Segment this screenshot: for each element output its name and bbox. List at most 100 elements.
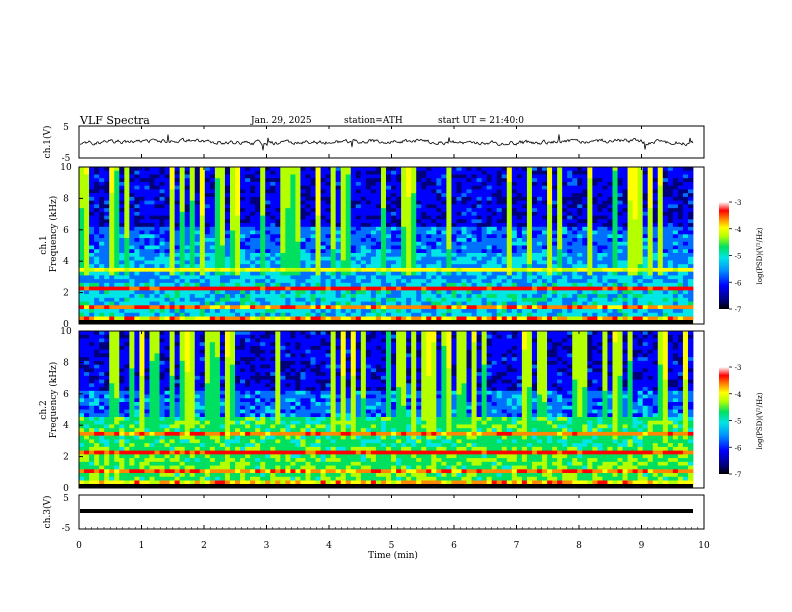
spectrogram-cell — [567, 271, 573, 276]
spectrogram-cell — [672, 196, 679, 202]
spectrogram-cell — [652, 286, 659, 291]
spectrogram-cell — [255, 316, 261, 321]
spectrogram-cell — [164, 170, 170, 175]
spectrogram-cell — [139, 297, 145, 302]
spectrogram-cell — [416, 316, 422, 321]
spectrogram-cell — [169, 211, 176, 216]
spectrogram-cell — [481, 279, 488, 284]
spectrogram-cell — [370, 211, 377, 216]
spectrogram-cell — [235, 208, 241, 213]
spectrogram-cell — [260, 305, 266, 310]
spectrogram-cell — [637, 294, 644, 299]
spectrogram-cell — [229, 204, 236, 209]
spectrogram-cell — [229, 297, 236, 302]
spectrogram-cell — [637, 264, 644, 269]
spectrogram-cell — [501, 204, 508, 209]
spectrogram-cell — [84, 167, 90, 172]
spectrogram-cell — [396, 264, 402, 269]
spectrogram-cell — [632, 234, 639, 239]
spectrogram-cell — [542, 316, 548, 321]
spectrogram-cell — [491, 215, 498, 220]
spectrogram-cell — [224, 178, 231, 183]
spectrogram-cell — [531, 204, 538, 209]
spectrogram-cell — [557, 200, 563, 205]
spectrogram-cell — [481, 185, 488, 190]
spectrogram-cell — [235, 215, 241, 220]
spectrogram-cell — [481, 200, 488, 205]
spectrogram-cell — [250, 256, 256, 261]
spectrogram-cell — [552, 174, 558, 179]
spectrogram-cell — [466, 223, 472, 228]
spectrogram-cell — [431, 238, 437, 243]
spectrogram-cell — [194, 170, 201, 175]
spectrogram-cell — [260, 290, 266, 295]
spectrogram-cell — [471, 256, 477, 261]
spectrogram-cell — [134, 301, 140, 306]
spectrogram-cell — [396, 234, 402, 239]
spectrogram-cell — [79, 219, 85, 224]
spectrogram-cell — [476, 245, 483, 250]
spectrogram-cell — [687, 178, 694, 183]
spectrogram-cell — [557, 312, 563, 317]
spectrogram-cell — [687, 167, 694, 172]
spectrogram-cell — [375, 204, 382, 209]
spectrogram-cell — [572, 275, 578, 280]
spectrogram-cell — [94, 215, 100, 220]
spectrogram-cell — [531, 245, 538, 250]
spectrogram-cell — [451, 170, 457, 175]
spectrogram-cell — [612, 178, 618, 183]
spectrogram-cell — [567, 301, 573, 306]
spectrogram-cell — [526, 170, 533, 175]
spectrogram-cell — [416, 275, 422, 280]
spectrogram-cell — [506, 290, 513, 295]
spectrogram-cell — [647, 312, 654, 317]
spectrogram-cell — [526, 193, 533, 198]
spectrogram-cell — [229, 208, 236, 213]
spectrogram-cell — [89, 234, 95, 239]
spectrogram-cell — [657, 301, 664, 306]
spectrogram-cell — [441, 312, 447, 317]
spectrogram-cell — [375, 252, 382, 258]
spectrogram-cell — [159, 241, 165, 246]
spectrogram-cell — [401, 252, 407, 258]
spectrogram-cell — [370, 297, 377, 302]
spectrogram-cell — [557, 204, 563, 209]
spectrogram-cell — [577, 249, 583, 254]
spectrogram-cell — [219, 256, 226, 261]
spectrogram-cell — [526, 185, 533, 190]
spectrogram-cell — [511, 181, 518, 187]
spectrogram-cell — [481, 238, 488, 243]
spectrogram-cell — [471, 294, 477, 299]
spectrogram-cell — [647, 174, 654, 179]
spectrogram-cell — [365, 264, 372, 269]
spectrogram-cell — [139, 305, 145, 310]
spectrogram-cell — [119, 193, 125, 198]
spectrogram-cell — [557, 170, 563, 175]
spectrogram-cell — [169, 249, 176, 254]
spectrogram-cell — [260, 275, 266, 280]
spectrogram-cell — [667, 238, 674, 243]
spectrogram-cell — [642, 208, 649, 213]
spectrogram-cell — [416, 309, 422, 314]
spectrogram-cell — [104, 275, 110, 280]
spectrogram-cell — [290, 245, 296, 250]
spectrogram-cell — [471, 271, 477, 276]
spectrogram-cell — [471, 189, 477, 194]
spectrogram-cell — [214, 174, 221, 179]
spectrogram-cell — [345, 260, 352, 265]
spectrogram-cell — [416, 305, 422, 310]
spectrogram-cell — [386, 267, 392, 273]
spectrogram-cell — [79, 170, 85, 175]
spectrogram-cell — [315, 185, 321, 190]
spectrogram-cell — [391, 238, 397, 243]
spectrogram-cell — [667, 226, 674, 231]
spectrogram-cell — [642, 260, 649, 265]
spectrogram-cell — [124, 200, 130, 205]
spectrogram-cell — [174, 245, 181, 250]
spectrogram-cell — [224, 226, 231, 231]
spectrogram-cell — [79, 230, 85, 235]
spectrogram-cell — [285, 208, 291, 213]
spectrogram-cell — [235, 249, 241, 254]
spectrogram-cell — [441, 260, 447, 265]
spectrogram-cell — [240, 241, 246, 246]
